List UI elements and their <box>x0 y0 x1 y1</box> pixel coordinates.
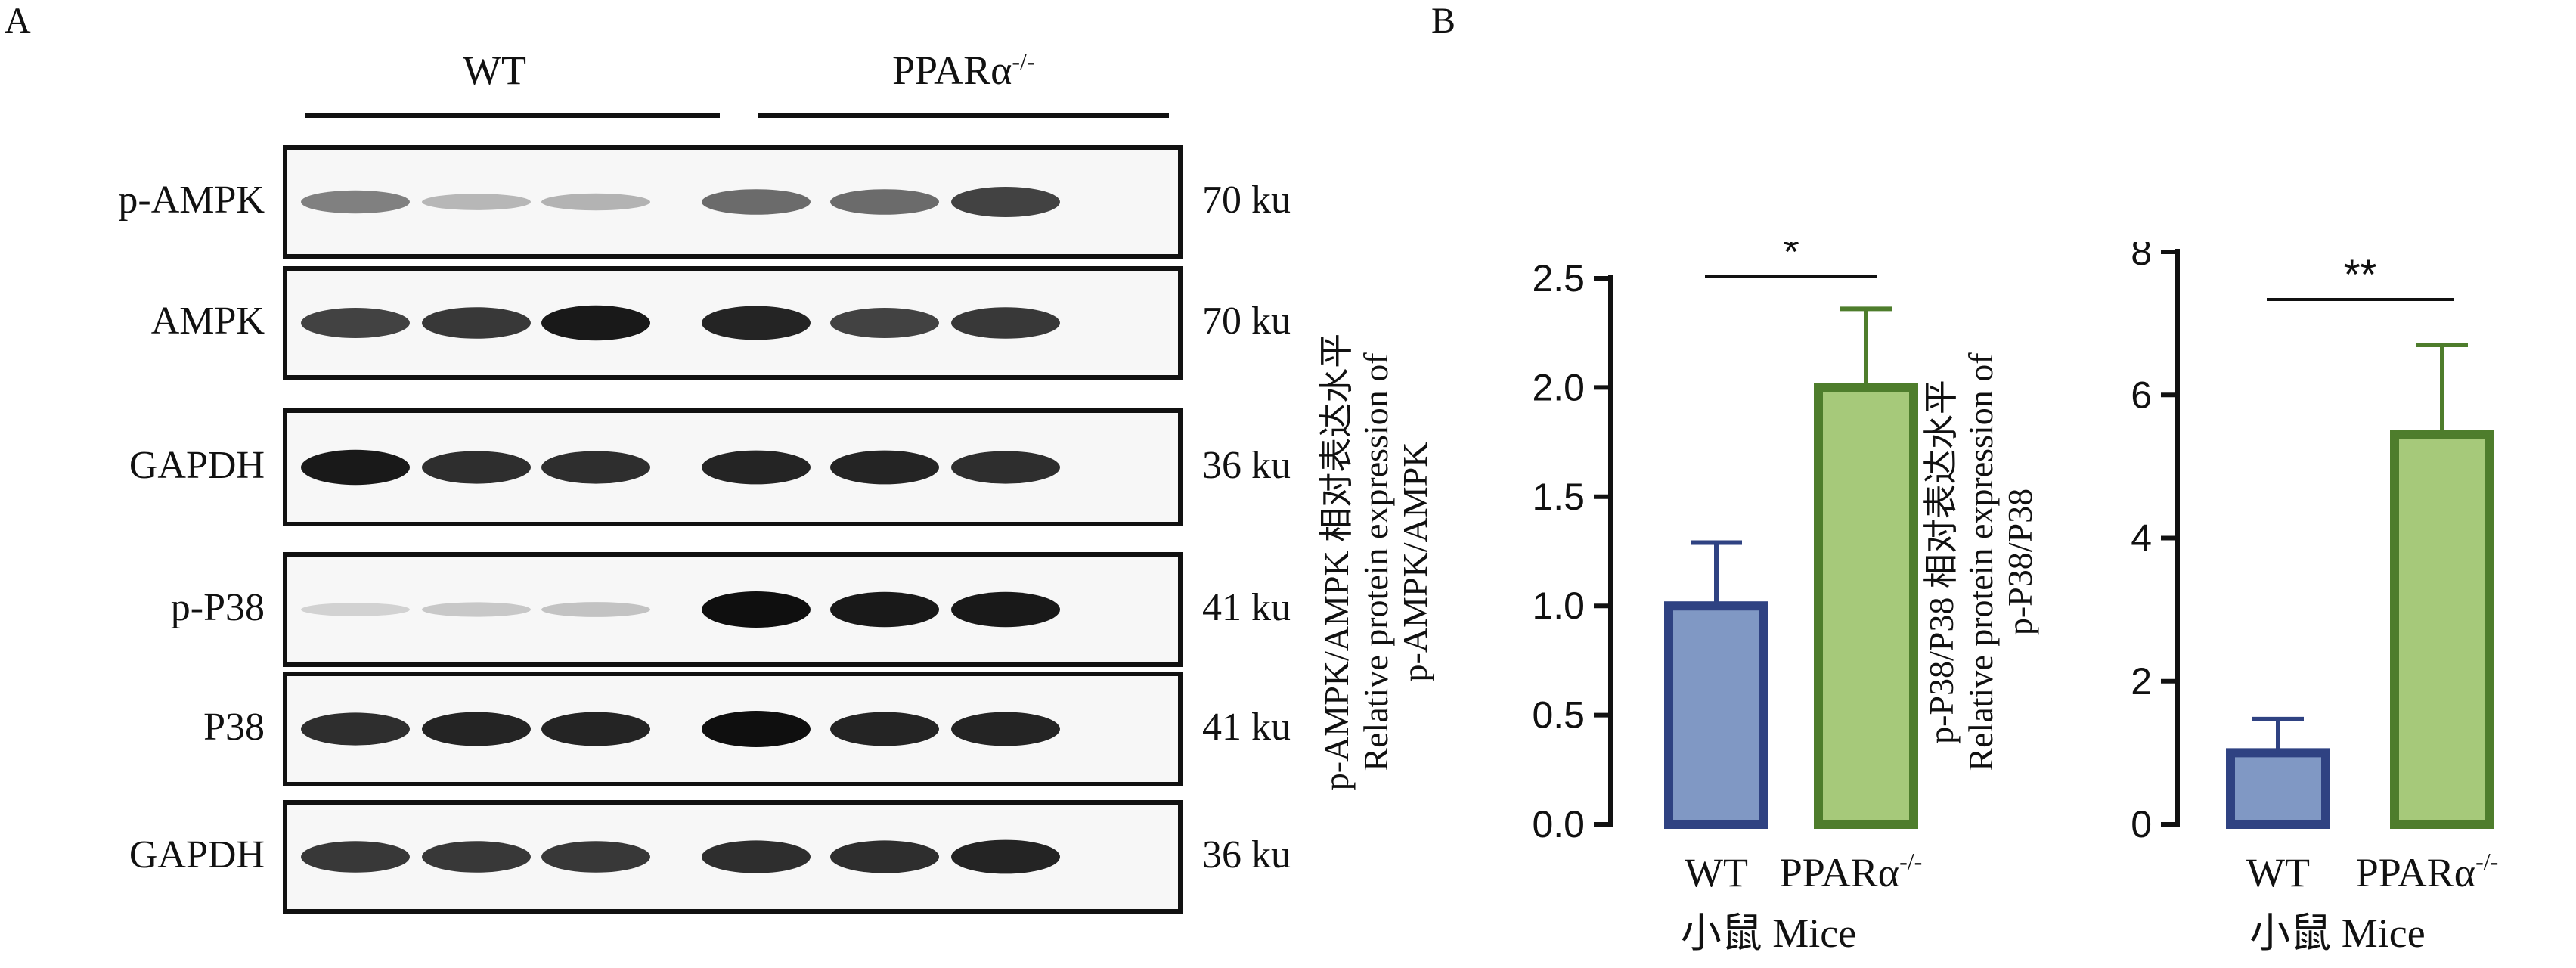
blot-band <box>541 193 650 211</box>
molecular-weight-label: 70 ku <box>1202 178 1291 222</box>
x-tick-label: WT <box>1685 850 1748 895</box>
blot-band <box>702 711 811 747</box>
y-tick-label: 0.0 <box>1532 803 1585 845</box>
blot-band <box>702 306 811 340</box>
blot-label-p38: P38 <box>203 706 265 749</box>
group-line-ppara <box>758 113 1169 118</box>
blot-band <box>830 591 939 628</box>
bar <box>1664 601 1768 829</box>
blot-band <box>422 712 531 746</box>
y-tick-label: 8 <box>2131 242 2152 273</box>
group-label-ppara-sup: -/- <box>1012 48 1035 75</box>
y-tick-label: 1.0 <box>1532 585 1585 627</box>
panel-letter-b: B <box>1431 1 1456 41</box>
blot-label-ampk: AMPK <box>150 299 265 343</box>
blot-band <box>702 450 811 485</box>
blot-band <box>951 839 1060 874</box>
y-tick-label: 0 <box>2131 803 2152 845</box>
y-tick-label: 2 <box>2131 660 2152 703</box>
blot-band <box>301 308 410 338</box>
blot-band <box>702 591 811 628</box>
x-axis-title: 小鼠 Mice <box>1681 911 1856 956</box>
blot-band <box>951 591 1060 628</box>
blot-label-p-ampk: p-AMPK <box>118 178 265 222</box>
y-tick-label: 0.5 <box>1532 694 1585 737</box>
panel-letter-a: A <box>5 1 31 41</box>
y-tick-label: 2.5 <box>1532 257 1585 299</box>
blot-band <box>830 712 939 746</box>
blot-band <box>301 841 410 873</box>
blot-label-gapdh: GAPDH <box>129 833 265 876</box>
x-tick-label: WT <box>2246 850 2310 895</box>
blot-band <box>301 449 410 486</box>
group-label-ppara: PPARα-/- <box>892 47 1035 94</box>
chart2-ylabel-line3: p-P38/P38 <box>2001 488 2039 636</box>
x-tick-label: PPARα-/- <box>2356 848 2499 895</box>
group-label-ppara-text: PPARα <box>892 48 1012 93</box>
blot-band <box>830 840 939 873</box>
chart1-ylabel-line1: p-AMPK/AMPK 相对表达水平 <box>1317 333 1356 791</box>
blot-label-p-p38: p-P38 <box>170 586 265 629</box>
blot-band <box>830 308 939 338</box>
chart2-ylabel: p-P38/P38 相对表达水平 Relative protein expres… <box>1922 189 2039 892</box>
y-tick-label: 4 <box>2131 517 2152 560</box>
molecular-weight-label: 70 ku <box>1202 299 1291 343</box>
significance-marker: * <box>1783 242 1799 275</box>
blot-band <box>422 307 531 339</box>
bar <box>2390 430 2494 829</box>
blot-band <box>541 602 650 617</box>
y-tick-label: 2.0 <box>1532 366 1585 408</box>
blot-image <box>283 800 1183 914</box>
chart1-ylabel: p-AMPK/AMPK 相对表达水平 Relative protein expr… <box>1317 189 1434 892</box>
x-axis-title: 小鼠 Mice <box>2249 911 2425 956</box>
blot-image <box>283 552 1183 667</box>
molecular-weight-label: 41 ku <box>1202 586 1291 629</box>
blot-image <box>283 408 1183 526</box>
molecular-weight-label: 36 ku <box>1202 833 1291 876</box>
bar <box>1814 383 1918 829</box>
blot-band <box>951 187 1060 217</box>
y-tick-label: 6 <box>2131 374 2152 416</box>
blot-band <box>541 712 650 746</box>
blot-band <box>702 840 811 873</box>
chart1-ylabel-line3: p-AMPK/AMPK <box>1396 442 1434 682</box>
chart2-ylabel-line2: Relative protein expression of <box>1961 352 2000 771</box>
molecular-weight-label: 36 ku <box>1202 444 1291 487</box>
chart2-ylabel-line1: p-P38/P38 相对表达水平 <box>1922 380 1961 744</box>
blot-band <box>422 451 531 484</box>
blot-band <box>541 305 650 341</box>
blot-label-gapdh: GAPDH <box>129 444 265 487</box>
blot-band <box>301 603 410 616</box>
blot-band <box>951 307 1060 339</box>
group-line-wt <box>305 113 720 118</box>
significance-marker: ** <box>2344 250 2377 298</box>
blot-band <box>422 841 531 873</box>
y-tick-label: 1.5 <box>1532 476 1585 518</box>
blot-band <box>422 602 531 617</box>
molecular-weight-label: 41 ku <box>1202 706 1291 749</box>
blot-band <box>830 450 939 485</box>
chart1-ylabel-line2: Relative protein expression of <box>1356 352 1395 771</box>
x-tick-label: PPARα-/- <box>1780 848 1923 895</box>
chart1-plot: 0.0 0.5 1.0 1.5 2.0 2.5 WT PPARα-/- 小鼠 Mice * <box>1532 242 1923 956</box>
blot-band <box>830 189 939 215</box>
blot-band <box>541 841 650 873</box>
blot-band <box>951 712 1060 746</box>
blot-band <box>301 190 410 214</box>
blot-band <box>422 194 531 210</box>
blot-image <box>283 145 1183 259</box>
blot-band <box>541 451 650 484</box>
bar <box>2226 748 2330 829</box>
blot-band <box>702 189 811 215</box>
group-label-wt: WT <box>463 48 526 93</box>
blot-image <box>283 266 1183 380</box>
blot-band <box>301 712 410 746</box>
blot-image <box>283 672 1183 786</box>
chart2-plot: 0 2 4 6 8 WT PPARα-/- 小鼠 Mice ** <box>2131 242 2499 956</box>
blot-band <box>951 451 1060 484</box>
